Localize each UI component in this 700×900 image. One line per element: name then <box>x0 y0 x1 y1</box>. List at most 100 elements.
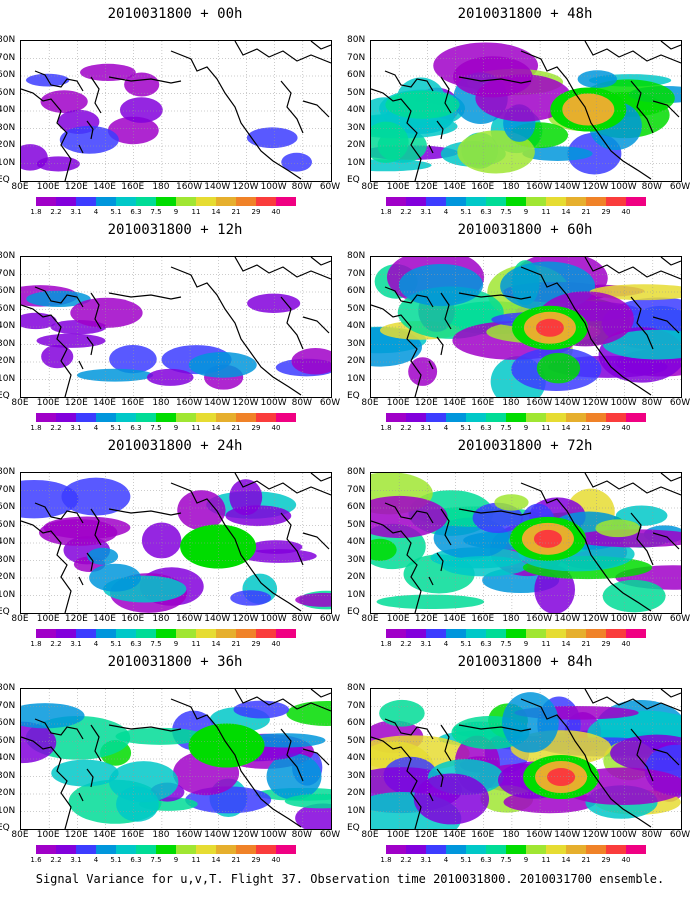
colorbar-swatch <box>176 413 196 422</box>
latitude-label: 10N <box>0 805 16 816</box>
colorbar-swatch <box>506 413 526 422</box>
colorbar-swatch <box>586 845 606 854</box>
colorbar-swatch <box>446 413 466 422</box>
colorbar-swatch <box>566 413 586 422</box>
colorbar-swatch <box>446 629 466 638</box>
longitude-label: 180 <box>502 614 520 624</box>
latitude-label: 30N <box>347 554 366 565</box>
longitude-label: 160E <box>471 830 495 840</box>
coastline <box>458 292 532 300</box>
panel-title: 2010031800 + 00h <box>107 6 243 22</box>
coastline <box>440 508 452 546</box>
coastline <box>86 552 94 572</box>
colorbar-swatch <box>406 413 426 422</box>
colorbar-swatch <box>526 197 546 206</box>
colorbar-swatch <box>256 845 276 854</box>
coastline <box>280 728 304 782</box>
colorbar-swatch <box>566 845 586 854</box>
colorbar-label: 1.8 <box>380 856 392 864</box>
longitude-label: 140E <box>93 182 116 192</box>
longitude-label: 160W <box>176 182 203 192</box>
latitude-label: 50N <box>347 735 366 746</box>
longitude-label: 120W <box>582 614 609 624</box>
colorbar-swatch <box>136 845 156 854</box>
coastline <box>440 292 452 330</box>
colorbar-swatch <box>546 845 566 854</box>
longitude-label: 100E <box>386 830 410 840</box>
longitude-label: 180 <box>502 182 520 192</box>
latitude-label: 20N <box>347 788 366 798</box>
latitude-label: 10N <box>0 373 16 384</box>
colorbar-swatch <box>526 845 546 854</box>
latitude-label: 40N <box>0 537 16 547</box>
coastline <box>86 336 94 356</box>
variance-blob <box>119 97 163 123</box>
colorbar-label: 7.5 <box>150 424 162 432</box>
variance-map <box>370 40 682 182</box>
colorbar-label: 7.5 <box>150 856 162 864</box>
latitude-label: EQ <box>0 175 10 185</box>
colorbar-swatch <box>96 197 116 206</box>
variance-maximum <box>180 524 257 569</box>
longitude-label: 140W <box>554 830 581 840</box>
colorbar-label: 4 <box>443 640 449 648</box>
colorbar-label: 4 <box>443 424 449 432</box>
colorbar-label: 7.5 <box>500 208 512 216</box>
variance-maximum <box>535 318 564 337</box>
colorbar-label: 5.1 <box>460 856 472 864</box>
colorbar-label: 14 <box>561 856 571 864</box>
latitude-label: 20N <box>347 572 366 582</box>
latitude-label: 20N <box>0 356 16 366</box>
colorbar-swatch <box>276 197 296 206</box>
colorbar-label: 21 <box>231 856 241 864</box>
longitude-label: 160E <box>471 182 495 192</box>
colorbar-swatch <box>386 845 406 854</box>
colorbar-label: 14 <box>561 208 571 216</box>
colorbar-label: 5.1 <box>460 208 472 216</box>
panel-title: 2010031800 + 72h <box>457 438 593 454</box>
coastline <box>371 88 422 181</box>
longitude-label: 100E <box>36 830 60 840</box>
longitude-label: 80E <box>11 398 29 408</box>
colorbar-label: 9 <box>173 640 179 648</box>
colorbar-label: 11 <box>541 208 551 216</box>
colorbar-swatch <box>276 413 296 422</box>
coastline <box>108 724 182 732</box>
longitude-label: 100E <box>386 398 410 408</box>
latitude-label: 60N <box>0 718 16 728</box>
longitude-label: 80E <box>361 614 379 624</box>
longitude-label: 100W <box>260 830 287 840</box>
coastline <box>21 736 72 829</box>
figure-caption: Signal Variance for u,v,T. Flight 37. Ob… <box>35 872 665 886</box>
latitude-label: EQ <box>0 607 10 617</box>
colorbar-label: 5.1 <box>460 424 472 432</box>
variance-map <box>370 256 682 398</box>
colorbar-label: 7.5 <box>150 640 162 648</box>
colorbar-label: 6.3 <box>480 856 492 864</box>
colorbar-swatch <box>506 197 526 206</box>
colorbar-label: 11 <box>191 424 201 432</box>
colorbar-swatch <box>216 845 236 854</box>
forecast-panel: 2010031800 + 48h 80N 70N 60N 50N 40N 30N 20N 10N… <box>347 0 700 225</box>
colorbar-swatch <box>196 845 216 854</box>
latitude-label: 10N <box>347 589 366 600</box>
colorbar-label: 1.6 <box>30 856 42 864</box>
longitude-label: 160E <box>121 398 145 408</box>
coastline <box>78 576 84 586</box>
latitude-label: 70N <box>347 484 366 495</box>
colorbar-label: 29 <box>601 640 611 648</box>
longitude-label: 120W <box>582 182 609 192</box>
longitude-label: 120E <box>64 830 88 840</box>
variance-blob <box>413 773 490 825</box>
forecast-panel: 2010031800 + 00h 80N 70N 60N 50N 40N 30N 20N 10N… <box>0 0 350 225</box>
colorbar-swatch <box>76 413 96 422</box>
colorbar-label: 2.2 <box>400 424 412 432</box>
longitude-label: 160E <box>121 182 145 192</box>
latitude-label: EQ <box>347 607 360 617</box>
longitude-label: 100W <box>260 398 287 408</box>
colorbar-label: 6.3 <box>130 640 142 648</box>
longitude-label: 80W <box>291 398 312 408</box>
forecast-panel: 2010031800 + 72h 80N 70N 60N 50N 40N 30N 20N 10N… <box>347 432 700 657</box>
coastline <box>302 316 330 334</box>
coastline <box>384 718 434 740</box>
